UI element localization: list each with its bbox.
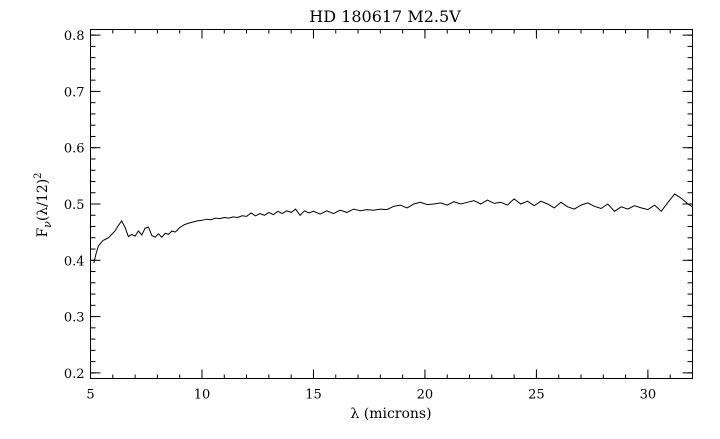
axis-ticks — [90, 29, 693, 379]
x-tick-label: 15 — [305, 388, 322, 403]
y-tick-label: 0.8 — [64, 29, 85, 44]
y-tick-label: 0.4 — [64, 254, 85, 269]
y-axis-label: Fν(λ/12)2 — [33, 172, 54, 237]
y-axis-label-rest: (λ/12) — [35, 179, 51, 221]
chart-title: HD 180617 M2.5V — [309, 7, 461, 26]
y-tick-label: 0.7 — [64, 85, 85, 100]
y-tick-label: 0.6 — [64, 142, 85, 157]
y-axis-label-sup: 2 — [33, 172, 44, 178]
x-tick-label: 10 — [194, 388, 211, 403]
x-tick-label: 20 — [417, 388, 434, 403]
y-tick-labels: 0.2 0.3 0.4 0.5 0.6 0.7 0.8 — [64, 29, 85, 382]
x-tick-label: 25 — [528, 388, 545, 403]
spectrum-line — [93, 193, 693, 264]
y-tick-label: 0.5 — [64, 198, 85, 213]
x-tick-label: 5 — [86, 388, 94, 403]
x-tick-labels: 5 10 15 20 25 30 — [86, 388, 656, 403]
y-tick-label: 0.2 — [64, 367, 85, 382]
x-axis-label: λ (microns) — [350, 406, 431, 422]
x-tick-label: 30 — [640, 388, 657, 403]
plot-frame — [90, 29, 693, 379]
y-axis-label-sub: ν — [41, 221, 54, 228]
y-axis-label-main: F — [35, 228, 51, 238]
y-tick-label: 0.3 — [64, 311, 85, 326]
